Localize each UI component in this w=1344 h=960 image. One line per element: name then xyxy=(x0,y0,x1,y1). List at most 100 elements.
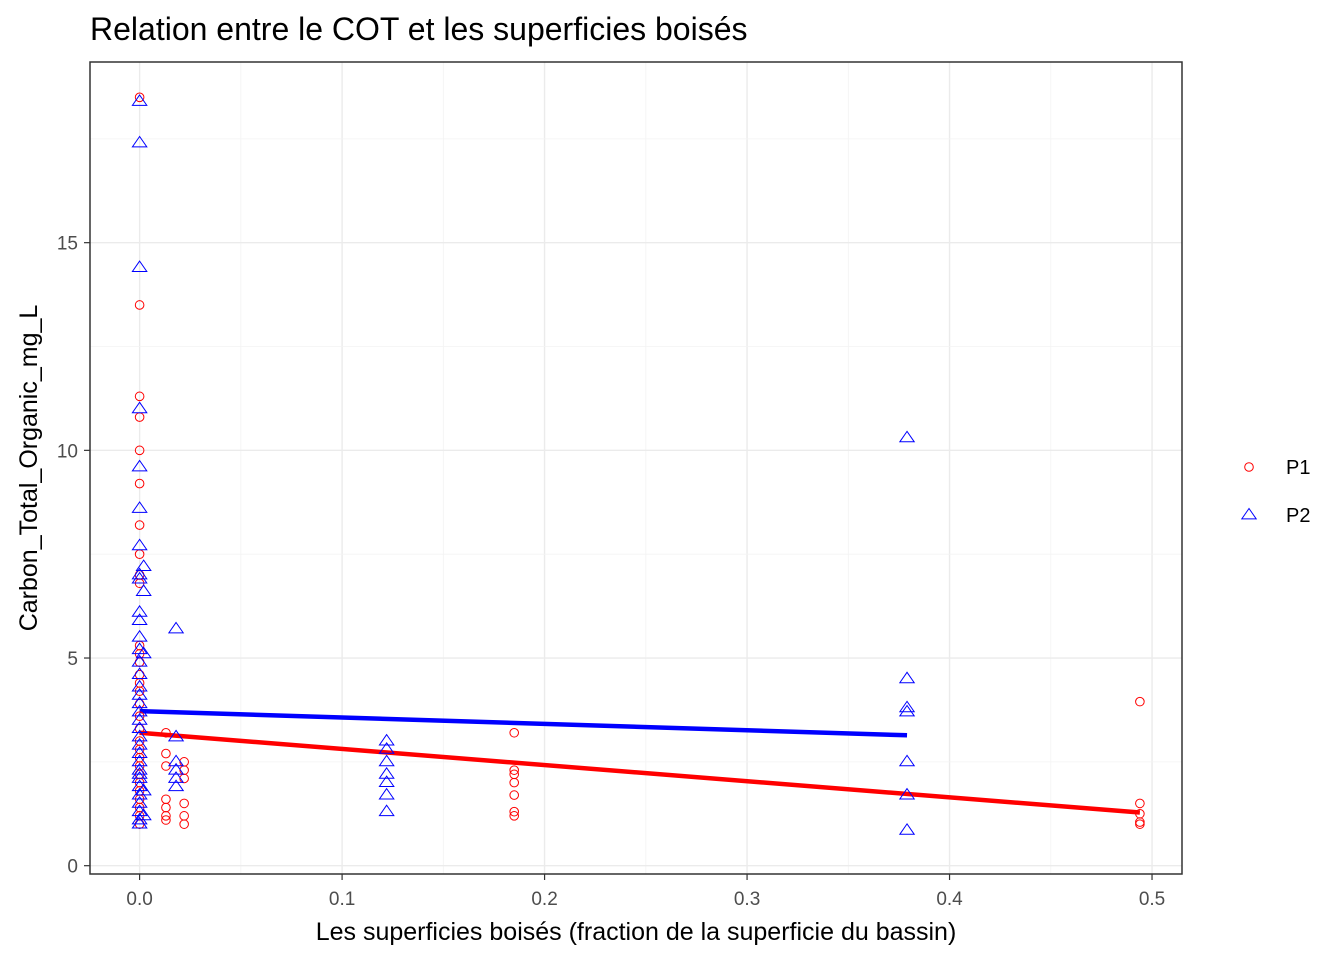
p2-point xyxy=(131,571,148,584)
y-tick-label: 15 xyxy=(57,234,78,255)
p1-point xyxy=(134,300,145,310)
chart-title: Relation entre le COT et les superficies… xyxy=(90,11,748,47)
p1-point xyxy=(161,811,171,821)
p2-point xyxy=(131,679,148,692)
p2-point xyxy=(898,754,916,767)
p2-point xyxy=(167,762,185,775)
p2-point xyxy=(131,787,148,800)
p2-legend-label: P2 xyxy=(1286,505,1310,527)
p2-point xyxy=(898,671,916,684)
x-tick-label: 0.0 xyxy=(126,889,152,910)
p2-point xyxy=(898,787,916,800)
p1-point xyxy=(134,92,145,103)
p2-point xyxy=(131,771,148,783)
y-tick-label: 10 xyxy=(57,441,78,462)
p2-point xyxy=(131,459,148,472)
p2-point xyxy=(167,621,185,634)
p2-point xyxy=(131,94,148,106)
p2-point xyxy=(898,430,916,443)
p2-point xyxy=(378,742,395,754)
y-tick-label: 5 xyxy=(67,649,78,670)
p1-point xyxy=(134,478,145,489)
legend: P1 P2 xyxy=(1240,457,1310,527)
x-axis-title: Les superficies boisés (fraction de la s… xyxy=(316,918,957,946)
p2-point xyxy=(135,584,152,596)
plot-border xyxy=(89,61,1183,875)
p1-point xyxy=(1135,819,1145,829)
p1-point xyxy=(134,445,145,456)
p1-legend-key xyxy=(1244,462,1254,472)
p2-point xyxy=(131,567,148,580)
p1-point xyxy=(509,777,520,788)
p1-point xyxy=(179,798,189,809)
p2-point xyxy=(378,766,395,779)
p2-point xyxy=(378,775,395,788)
p2-point xyxy=(167,754,185,767)
p2-point xyxy=(131,604,148,617)
regression-lines xyxy=(139,708,1141,815)
grid-lines xyxy=(90,62,1182,874)
p1-point xyxy=(161,748,171,759)
y-tick-label: 0 xyxy=(67,857,78,878)
p2-point xyxy=(135,808,152,821)
p2-point xyxy=(131,816,148,829)
p2-point xyxy=(131,762,148,775)
y-axis-title: Carbon_Total_Organic_mg_L xyxy=(15,305,43,632)
x-tick-label: 0.5 xyxy=(1139,889,1165,910)
p2-point xyxy=(131,260,148,272)
x-tick-label: 0.2 xyxy=(531,889,557,910)
p2-point xyxy=(167,771,185,783)
p2-point xyxy=(378,787,395,800)
p2-point xyxy=(135,559,152,572)
p2-point xyxy=(131,737,148,750)
p2-point xyxy=(131,696,148,709)
data-points xyxy=(131,92,1145,835)
p1-point xyxy=(134,391,145,402)
p1-point xyxy=(179,773,189,784)
p2-point xyxy=(131,796,148,808)
p1-point xyxy=(509,790,520,800)
p2-point xyxy=(131,704,148,717)
p1-point xyxy=(134,520,145,530)
p2-point xyxy=(898,704,916,717)
p1-legend-label: P1 xyxy=(1286,457,1310,479)
p2-point xyxy=(135,646,152,659)
p1-point xyxy=(1135,798,1145,809)
p2-point xyxy=(131,613,148,626)
p1-point xyxy=(161,815,171,825)
p2-point xyxy=(131,688,148,700)
p1-point xyxy=(1135,696,1145,707)
p2-series xyxy=(131,94,916,835)
p2-point xyxy=(378,804,395,817)
p1-point xyxy=(509,806,520,817)
p2-point xyxy=(131,135,148,148)
p2-legend-key xyxy=(1240,507,1258,520)
p2-point xyxy=(898,700,916,713)
p1-point xyxy=(509,811,520,821)
p2-point xyxy=(131,754,148,767)
p2-point xyxy=(167,729,185,742)
p2-point xyxy=(131,629,148,642)
p2-point xyxy=(135,783,152,796)
p2-point xyxy=(378,754,395,767)
p2-point xyxy=(131,812,148,825)
plot-panel xyxy=(90,62,1182,874)
p2-point xyxy=(131,501,148,513)
axes: 0.0 0.1 0.2 0.3 0.4 0.5 0 5 10 15 xyxy=(57,234,1165,910)
p2-point xyxy=(131,746,148,758)
p2-point xyxy=(131,401,148,414)
x-tick-label: 0.1 xyxy=(329,889,355,910)
p1-point xyxy=(509,727,520,738)
p1-point xyxy=(179,819,189,829)
p1-point xyxy=(509,765,520,775)
p2-point xyxy=(131,712,148,725)
p2-point xyxy=(131,729,148,742)
p2-fit-line xyxy=(139,708,908,738)
p1-point xyxy=(161,727,171,738)
p2-point xyxy=(131,766,148,779)
p2-point xyxy=(131,667,148,680)
x-tick-label: 0.3 xyxy=(734,889,760,910)
p2-point xyxy=(167,779,185,792)
p2-point xyxy=(378,733,395,746)
